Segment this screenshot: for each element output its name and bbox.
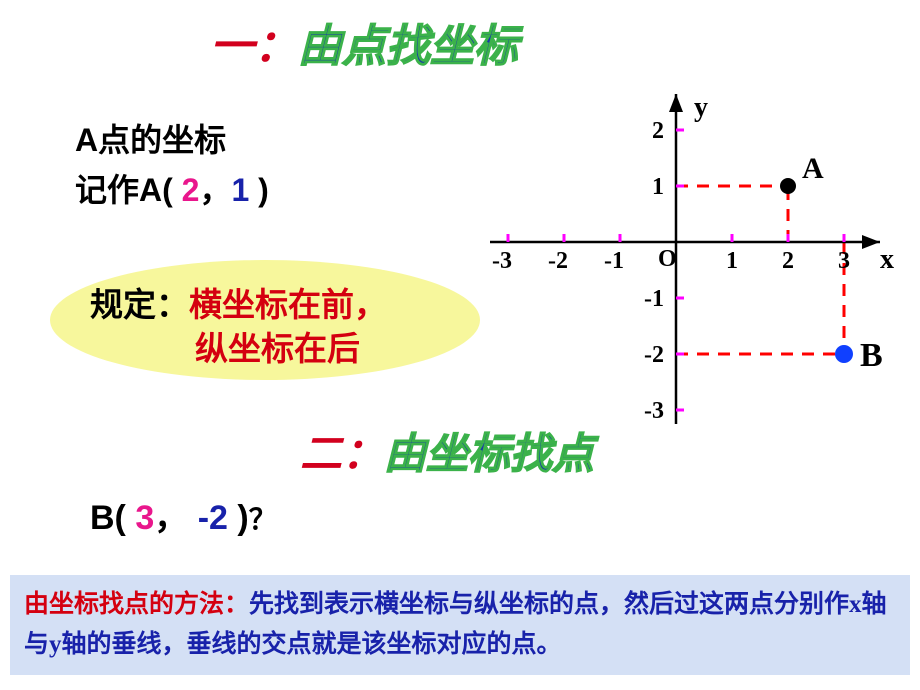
svg-text:1: 1	[652, 174, 664, 200]
rule-label: 规定：	[90, 288, 189, 324]
rule-text-1: 横坐标在前，	[189, 288, 387, 324]
footer-lead: 由坐标找点的方法：	[24, 591, 249, 618]
svg-text:-2: -2	[548, 248, 568, 274]
svg-text:3: 3	[838, 248, 850, 274]
b-y: -2	[198, 499, 228, 537]
svg-text:O: O	[658, 246, 677, 272]
svg-text:1: 1	[726, 248, 738, 274]
point-a-comma: ，	[199, 172, 231, 208]
svg-text:-1: -1	[604, 248, 624, 274]
svg-text:-3: -3	[644, 398, 664, 424]
point-a-pre: 记作A(	[75, 172, 182, 208]
b-qmark: ？	[249, 504, 277, 535]
b-pre: B(	[90, 499, 135, 537]
b-x: 3	[135, 499, 154, 537]
b-close: )	[228, 499, 249, 537]
point-a-close: )	[249, 172, 269, 208]
svg-text:-3: -3	[492, 248, 512, 274]
point-a-x: 2	[182, 172, 200, 208]
footer-method-box: 由坐标找点的方法：先找到表示横坐标与纵坐标的点，然后过这两点分别作x轴与y轴的垂…	[10, 575, 910, 675]
rule-line-2: 纵坐标在后	[195, 322, 360, 370]
point-a-line-1: A点的坐标	[75, 115, 226, 161]
svg-text:2: 2	[652, 118, 664, 144]
svg-text:B: B	[860, 337, 883, 374]
chart-svg: -3 -2 -1 1 2 3 1 2 -1 -2 -3 Ox y A B	[480, 20, 920, 450]
svg-text:y: y	[694, 92, 708, 123]
svg-text:-1: -1	[644, 286, 664, 312]
point-a-line-2: 记作A( 2，1 )	[75, 165, 269, 211]
svg-text:x: x	[880, 244, 894, 275]
b-mid: ，	[154, 499, 197, 537]
section-1-title: 一：由点找坐标	[210, 10, 518, 74]
section-2-prefix: 二：	[300, 432, 384, 478]
point-a-letter: A	[75, 122, 98, 158]
coordinate-chart: -3 -2 -1 1 2 3 1 2 -1 -2 -3 Ox y A B	[480, 20, 920, 450]
point-b-question: B( 3， -2 )？	[90, 490, 277, 539]
rule-text-2: 纵坐标在后	[195, 332, 360, 368]
section-1-prefix: 一：	[210, 22, 298, 71]
svg-text:-2: -2	[644, 342, 664, 368]
rule-line-1: 规定：横坐标在前，	[90, 278, 387, 326]
point-a-desc: 点的坐标	[98, 122, 226, 158]
svg-text:2: 2	[782, 248, 794, 274]
svg-text:A: A	[802, 152, 824, 185]
point-a-y: 1	[231, 172, 249, 208]
